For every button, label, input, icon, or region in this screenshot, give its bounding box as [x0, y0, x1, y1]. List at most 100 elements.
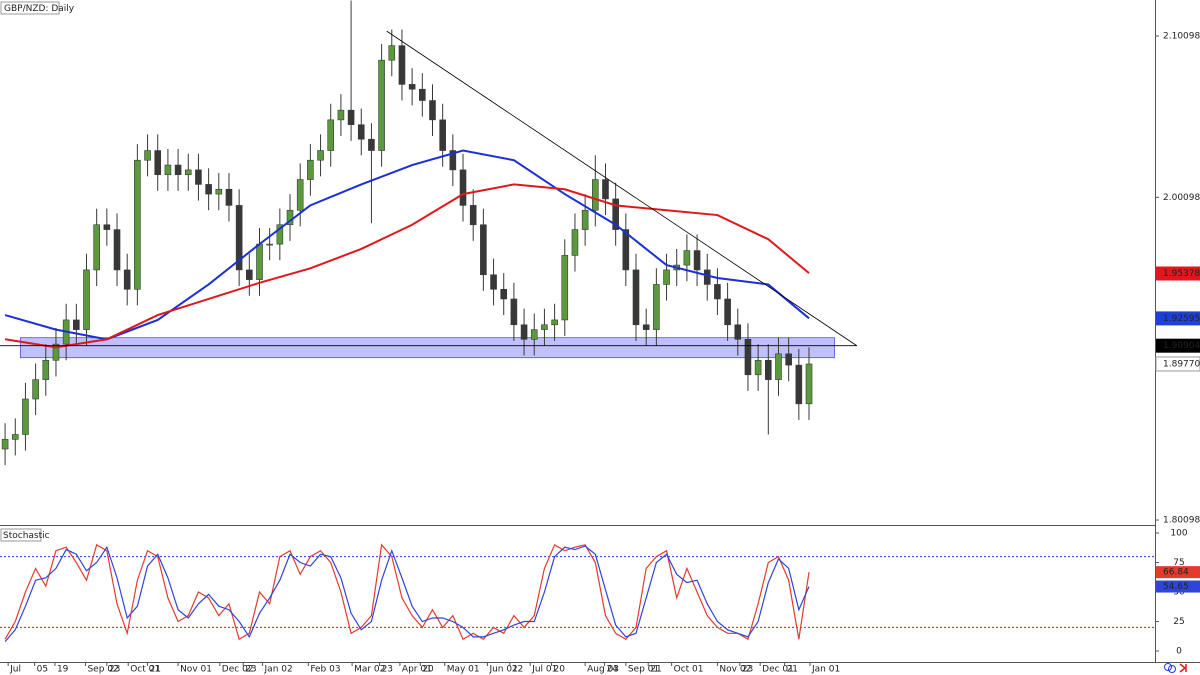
x-tick-label: 21	[787, 665, 798, 675]
candle-body	[307, 159, 314, 180]
x-tick-label: Nov 02	[719, 665, 751, 675]
x-tick-label: 05	[37, 665, 48, 675]
candle-body	[653, 284, 660, 330]
candle-body	[184, 169, 192, 176]
candle-body	[805, 363, 813, 405]
value-label-box	[1156, 580, 1200, 593]
candle-body	[490, 274, 497, 290]
y-tick-label: 100	[1170, 529, 1187, 539]
candle-body	[22, 398, 29, 435]
x-tick-label: 19	[57, 665, 69, 675]
candle-body	[327, 119, 335, 151]
candle-body	[541, 324, 548, 330]
moving-average	[4, 149, 810, 341]
x-tick-label: Dec 02	[222, 665, 254, 675]
candle-body	[480, 224, 487, 276]
x-tick-label: Jul 01	[531, 665, 557, 675]
x-tick-label: Aug 03	[587, 665, 619, 675]
x-tick-label: 23	[742, 665, 753, 675]
candle-body	[754, 359, 762, 376]
x-tick-label: Feb 03	[310, 665, 340, 675]
candle-body	[317, 150, 324, 161]
candle-body	[388, 45, 396, 61]
value-label: 54.65	[1163, 582, 1189, 592]
candle-body	[266, 243, 273, 246]
candle-body	[205, 184, 212, 195]
trend-line	[386, 30, 858, 347]
candle-body	[775, 353, 782, 380]
icon[interactable]	[1168, 665, 1176, 673]
candle-body	[246, 269, 253, 280]
candle-body	[134, 159, 141, 290]
price-label-box	[1156, 338, 1200, 353]
x-tick-label: 21	[650, 665, 661, 675]
candle-body	[581, 209, 589, 230]
candle-body	[449, 150, 457, 171]
candle-body	[734, 324, 742, 340]
candle-body	[256, 243, 263, 280]
x-tick-label: Jun 01	[488, 665, 517, 675]
indicator-title: Stochastic	[3, 531, 50, 541]
candle-body	[561, 255, 569, 321]
x-tick-label: 23	[382, 665, 393, 675]
candle-body	[459, 169, 467, 206]
candle-body	[500, 288, 508, 300]
x-tick-label: Mar 02	[354, 665, 385, 675]
x-tick-label: Nov 01	[180, 665, 212, 675]
candle-body	[429, 100, 436, 121]
value-label: 66.84	[1163, 568, 1189, 578]
y-tick-label: 75	[1173, 558, 1184, 568]
candle-body	[744, 338, 752, 376]
x-tick-label: Jan 02	[264, 665, 293, 675]
candle-body	[510, 298, 518, 326]
y-tick-label: 2.00098	[1163, 193, 1200, 203]
candle-body	[113, 229, 121, 271]
candle-body	[93, 224, 100, 271]
x-tick-label: Sep 01	[628, 665, 659, 675]
y-tick-label: 1.80098	[1163, 516, 1200, 526]
x-tick-label: Jul	[9, 665, 21, 675]
title-box	[0, 1, 60, 15]
price-label: 1.95378	[1163, 269, 1200, 279]
chart-title: GBP/NZD: Daily	[4, 4, 75, 14]
candle-body	[235, 205, 243, 271]
candle-body	[408, 84, 416, 90]
candle-body	[622, 229, 630, 271]
toolbar-icons[interactable]	[1164, 663, 1187, 673]
x-tick-label: 20	[554, 665, 566, 675]
candle-body	[11, 434, 19, 440]
candle-body	[693, 250, 701, 271]
candle-body	[276, 224, 284, 245]
candle-body	[103, 224, 111, 230]
candle-body	[32, 379, 39, 400]
candle-body	[714, 284, 721, 300]
candle-body	[215, 188, 223, 195]
candle-body	[398, 45, 406, 85]
icon[interactable]	[1179, 663, 1187, 673]
candle-body	[296, 179, 304, 211]
candle-body	[469, 205, 477, 226]
candle-body	[225, 188, 233, 206]
candle-body	[1, 439, 9, 450]
x-tick-label: May 01	[447, 665, 480, 675]
candle-body	[551, 319, 558, 326]
price-label-box	[1156, 266, 1200, 281]
candle-body	[164, 164, 172, 176]
icon[interactable]	[1164, 663, 1172, 671]
candle-body	[632, 269, 640, 326]
x-tick-label: 22	[512, 665, 523, 675]
candle-body	[42, 359, 50, 380]
support-zone	[19, 337, 835, 359]
price-label-box	[1155, 356, 1200, 372]
moving-average	[4, 183, 810, 349]
price-label-box	[1156, 311, 1200, 326]
candle-body	[571, 229, 579, 256]
price-label: 1.90904	[1163, 341, 1200, 351]
y-tick-label: 2.10098	[1163, 32, 1200, 42]
candle-body	[724, 298, 731, 326]
y-tick-label: 0	[1176, 647, 1182, 657]
candle-body	[378, 59, 385, 151]
x-tick-label: Oct 01	[674, 665, 704, 675]
candle-body	[357, 124, 365, 140]
